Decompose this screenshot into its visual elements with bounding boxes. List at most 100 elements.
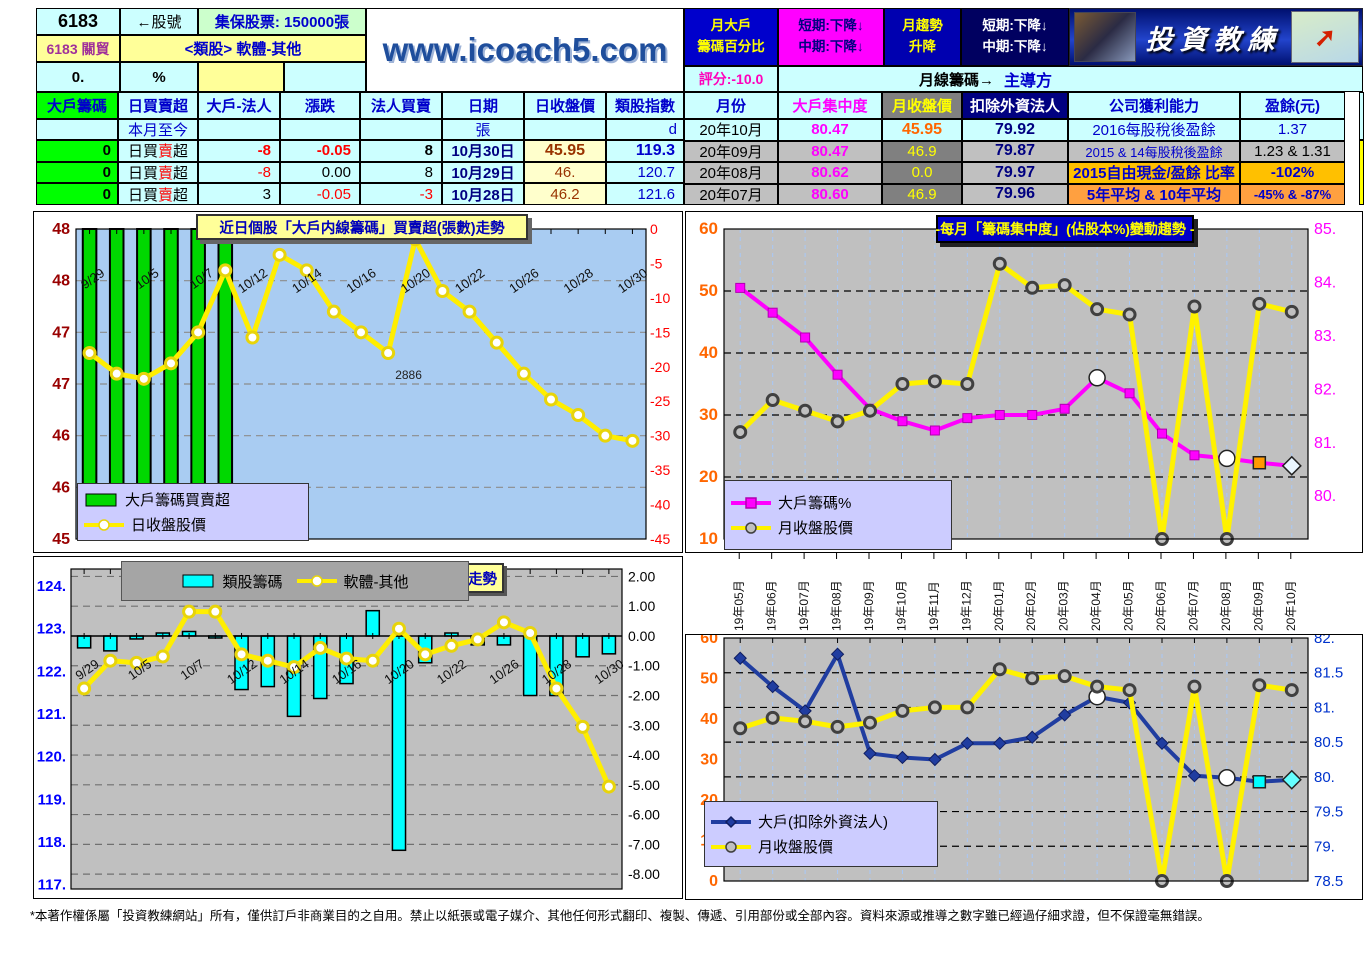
- col-header: 大戶籌碼: [36, 92, 118, 119]
- chart-sector-chips: 124. 123. 122. 121. 120. 119. 118. 117. 2.00 1.00…: [33, 556, 683, 899]
- site-logo: 投資教練 ➚: [1069, 8, 1363, 66]
- sub-header: d: [606, 119, 684, 140]
- chart-legend: 類股籌碼 軟體-其他: [121, 561, 469, 601]
- pct-sign-cell: %: [120, 62, 198, 92]
- type-part: 超: [173, 143, 189, 161]
- monthly-chips-label: 月線籌碼→: [918, 71, 994, 89]
- svg-text:10: 10: [699, 529, 718, 548]
- cell-inst: -3: [360, 183, 442, 205]
- svg-text:-10: -10: [650, 290, 670, 306]
- legend-label: 軟體-其他: [343, 573, 409, 591]
- custody-shares: 集保股票: 150000張: [198, 8, 366, 35]
- cell-profit: 5年平均 & 10年平均: [1068, 183, 1240, 205]
- type-part: 日買: [127, 143, 158, 161]
- svg-text:19年11月: 19年11月: [927, 581, 941, 631]
- col-header: 日期: [442, 92, 524, 119]
- chart-legend: 大戶(扣除外資法人) 月收盤股價: [704, 801, 938, 867]
- block-line: 月大戶: [710, 18, 752, 34]
- svg-text:83.: 83.: [1314, 328, 1336, 345]
- cell-month: 20年10月: [684, 119, 778, 141]
- svg-text:46: 46: [52, 479, 70, 496]
- sub-header: 張: [442, 119, 524, 140]
- legend-item: 大戶籌碼%: [731, 492, 945, 513]
- chart-legend: 大戶籌碼% 月收盤股價: [724, 480, 952, 550]
- svg-text:78.5: 78.5: [1314, 873, 1343, 890]
- svg-text:19年08月: 19年08月: [830, 580, 844, 631]
- cell-date: 10月28日: [442, 183, 524, 205]
- type-part: 超: [173, 186, 189, 204]
- svg-text:20年04月: 20年04月: [1089, 580, 1103, 631]
- legend-label: 類股籌碼: [222, 573, 283, 591]
- col-header: 漲跌: [280, 92, 360, 119]
- svg-text:19年09月: 19年09月: [862, 580, 876, 631]
- cell-chip: 0: [36, 161, 118, 183]
- svg-text:-5.00: -5.00: [628, 777, 660, 793]
- svg-text:80.: 80.: [1314, 488, 1336, 505]
- svg-text:-40: -40: [650, 497, 670, 513]
- stock-id-arrow-label: ←股號: [120, 8, 198, 35]
- cell-month: 20年08月: [684, 162, 778, 184]
- dominant-side-label: 主導方: [1004, 73, 1053, 90]
- svg-text:45: 45: [52, 531, 70, 548]
- legend-label: 月收盤股價: [758, 839, 834, 856]
- type-part: 日買: [127, 186, 158, 204]
- cell-index: 120.7: [606, 161, 684, 183]
- website-link[interactable]: www.icoach5.com: [366, 8, 684, 92]
- svg-text:20年05月: 20年05月: [1122, 580, 1136, 631]
- edge-strip-top: [1359, 92, 1364, 140]
- type-part: 超: [173, 164, 189, 182]
- block-month-holder-pct: 月大戶 籌碼百分比: [684, 8, 778, 66]
- chart-daily-insider-chips: 48 48 47 47 46 46 45 0 -5 -10 -15 -20 -25 -30 -35 -40 -4…: [33, 211, 683, 553]
- cell-inst: 8: [360, 161, 442, 183]
- svg-text:60: 60: [700, 635, 718, 647]
- svg-text:-15: -15: [650, 324, 670, 340]
- type-part: 賣: [157, 143, 173, 161]
- cell-close: 46.9: [882, 140, 962, 162]
- cell-inst: 8: [360, 140, 442, 162]
- svg-text:19年06月: 19年06月: [765, 580, 779, 631]
- cell-exf: 79.87: [962, 140, 1068, 162]
- col-header: 大戶集中度: [778, 92, 882, 119]
- cell-close: 46.9: [882, 183, 962, 205]
- svg-text:2886: 2886: [395, 368, 422, 382]
- block-line: 籌碼百分比: [697, 39, 765, 54]
- legend-item: 軟體-其他: [296, 571, 409, 592]
- block-line: 中期:下降↓: [982, 39, 1048, 54]
- col-header: 法人買賣: [360, 92, 442, 119]
- cell-net: -8: [198, 161, 280, 183]
- cell-close: 0.0: [882, 162, 962, 184]
- svg-text:19年12月: 19年12月: [959, 580, 973, 631]
- svg-text:-5: -5: [650, 255, 663, 271]
- block-trend-2: 短期:下降↓ 中期:下降↓: [961, 8, 1069, 66]
- svg-text:-2.00: -2.00: [628, 688, 660, 704]
- svg-text:20年02月: 20年02月: [1024, 580, 1038, 631]
- block-line: 短期:下降↓: [982, 18, 1048, 34]
- cell-conc: 80.62: [778, 162, 882, 184]
- svg-text:20年08月: 20年08月: [1219, 580, 1233, 631]
- monthly-chips-direction: 月線籌碼→ 主導方: [778, 66, 1363, 92]
- edge-strip-bottom: [1359, 140, 1364, 205]
- svg-text:1.00: 1.00: [628, 598, 655, 614]
- cell-type: 日買賣超: [118, 183, 198, 205]
- legend-label: 大戶籌碼買賣超: [125, 492, 231, 509]
- svg-text:20年07月: 20年07月: [1186, 580, 1200, 631]
- svg-text:-35: -35: [650, 462, 670, 478]
- cell-date: 10月30日: [442, 140, 524, 162]
- svg-text:60: 60: [699, 219, 718, 238]
- svg-text:120.: 120.: [37, 749, 66, 766]
- cell-exf: 79.92: [962, 119, 1068, 141]
- svg-text:123.: 123.: [37, 621, 66, 638]
- month-axis-labels: 19年05月 19年06月 19年07月 19年08月 19年09月 19年10月 19年1…: [685, 553, 1363, 634]
- legend-item: 大戶籌碼買賣超: [84, 489, 302, 510]
- svg-text:46: 46: [52, 428, 70, 445]
- svg-text:40: 40: [699, 343, 718, 362]
- svg-text:85.: 85.: [1314, 221, 1336, 238]
- legend-item: 日收盤股價: [84, 514, 302, 535]
- block-line: 中期:下降↓: [798, 39, 864, 54]
- svg-text:-7.00: -7.00: [628, 836, 660, 852]
- chart-title: 近日個股「大戶内線籌碼」買賣超(張數)走勢: [196, 214, 528, 240]
- block-line: 月趨勢: [902, 18, 943, 34]
- svg-text:47: 47: [52, 324, 70, 341]
- cell-eps: 1.23 & 1.31: [1240, 140, 1345, 162]
- cell-close: 45.95: [524, 140, 606, 162]
